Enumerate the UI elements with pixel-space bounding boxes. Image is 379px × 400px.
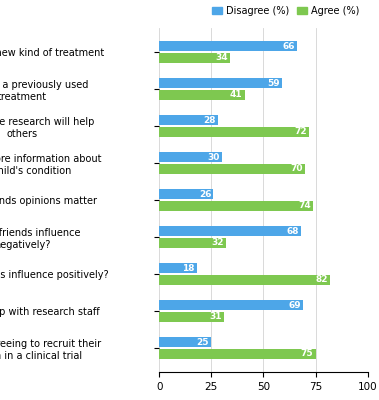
Bar (159, 152, 222, 162)
Text: 82: 82 (316, 275, 328, 284)
Bar (159, 115, 218, 125)
Bar (159, 226, 301, 236)
Text: 18: 18 (182, 264, 195, 272)
Bar (159, 41, 297, 51)
Text: 69: 69 (288, 300, 301, 310)
Bar (159, 300, 303, 310)
Bar (159, 312, 224, 322)
Text: 68: 68 (287, 226, 299, 236)
Text: 75: 75 (301, 349, 313, 358)
Text: 59: 59 (268, 79, 280, 88)
Legend: Disagree (%), Agree (%): Disagree (%), Agree (%) (208, 2, 363, 20)
Text: 66: 66 (282, 42, 295, 51)
Bar (159, 164, 305, 174)
Bar (159, 275, 330, 285)
Text: 30: 30 (207, 152, 219, 162)
Text: 74: 74 (299, 202, 312, 210)
Text: 25: 25 (197, 338, 209, 346)
Text: 32: 32 (211, 238, 224, 248)
Bar (159, 53, 230, 63)
Text: 72: 72 (294, 128, 307, 136)
Bar (159, 189, 213, 199)
Bar (159, 263, 197, 273)
Bar (159, 201, 313, 211)
Bar (159, 127, 309, 137)
Bar (159, 78, 282, 88)
Bar (159, 337, 211, 347)
Bar (159, 90, 245, 100)
Text: 26: 26 (199, 190, 211, 198)
Bar (159, 349, 315, 359)
Text: 34: 34 (215, 54, 228, 62)
Bar (159, 238, 226, 248)
Text: 28: 28 (203, 116, 215, 125)
Text: 31: 31 (209, 312, 222, 321)
Text: 70: 70 (291, 164, 303, 174)
Text: 41: 41 (230, 90, 243, 100)
